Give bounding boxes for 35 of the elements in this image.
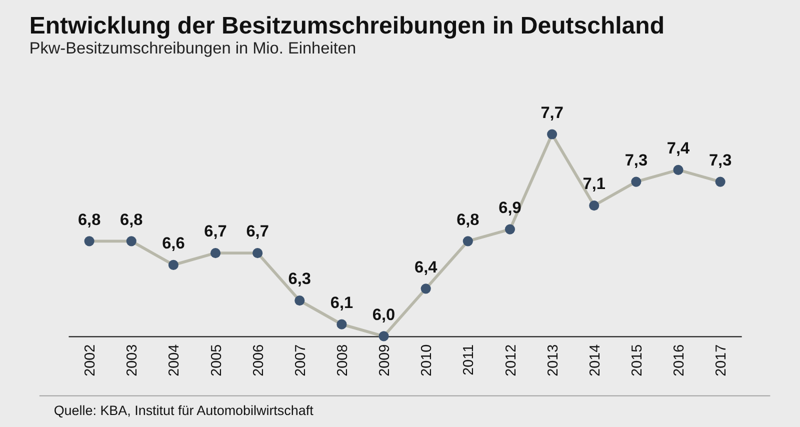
x-tick-label: 2009 xyxy=(377,344,394,376)
chart-subtitle: Pkw-Besitzumschreibungen in Mio. Einheiten xyxy=(29,40,356,58)
x-tick-label: 2011 xyxy=(461,344,478,376)
x-tick-label: 2014 xyxy=(587,344,604,376)
data-label: 6,0 xyxy=(372,306,396,324)
x-tick-label: 2013 xyxy=(545,344,562,376)
data-label: 7,7 xyxy=(540,104,564,122)
data-label: 6,9 xyxy=(498,198,522,217)
x-tick-label: 2016 xyxy=(672,344,688,376)
x-tick-label: 2017 xyxy=(714,344,730,376)
x-tick-label: 2008 xyxy=(334,344,351,376)
data-label: 6,4 xyxy=(414,258,438,276)
data-label: 6,3 xyxy=(288,270,311,288)
x-tick-label: 2003 xyxy=(124,344,141,376)
x-tick-label: 2007 xyxy=(292,344,309,376)
x-tick-label: 2002 xyxy=(82,344,99,376)
x-tick-label: 2010 xyxy=(419,344,436,376)
data-label: 7,1 xyxy=(582,175,606,194)
x-tick-label: 2012 xyxy=(503,344,520,376)
x-tick-label: 2004 xyxy=(166,344,183,376)
chart-title: Entwicklung der Besitzumschreibungen in Deutschland xyxy=(29,12,664,40)
x-tick-label: 2006 xyxy=(250,344,267,376)
data-label: 6,7 xyxy=(204,222,227,241)
data-label: 7,4 xyxy=(666,140,690,158)
data-label: 6,1 xyxy=(330,294,354,312)
data-label: 6,8 xyxy=(78,210,101,229)
x-tick-label: 2005 xyxy=(208,344,225,376)
data-label: 6,6 xyxy=(162,234,185,253)
x-tick-label: 2015 xyxy=(629,344,646,376)
data-label: 6,7 xyxy=(246,222,269,241)
data-label: 6,8 xyxy=(456,210,480,229)
source-note: Quelle: KBA, Institut für Automobilwirtschaft xyxy=(54,403,314,418)
data-label: 6,8 xyxy=(120,210,143,229)
data-label: 7,3 xyxy=(624,151,648,170)
data-label: 7,3 xyxy=(708,151,732,170)
